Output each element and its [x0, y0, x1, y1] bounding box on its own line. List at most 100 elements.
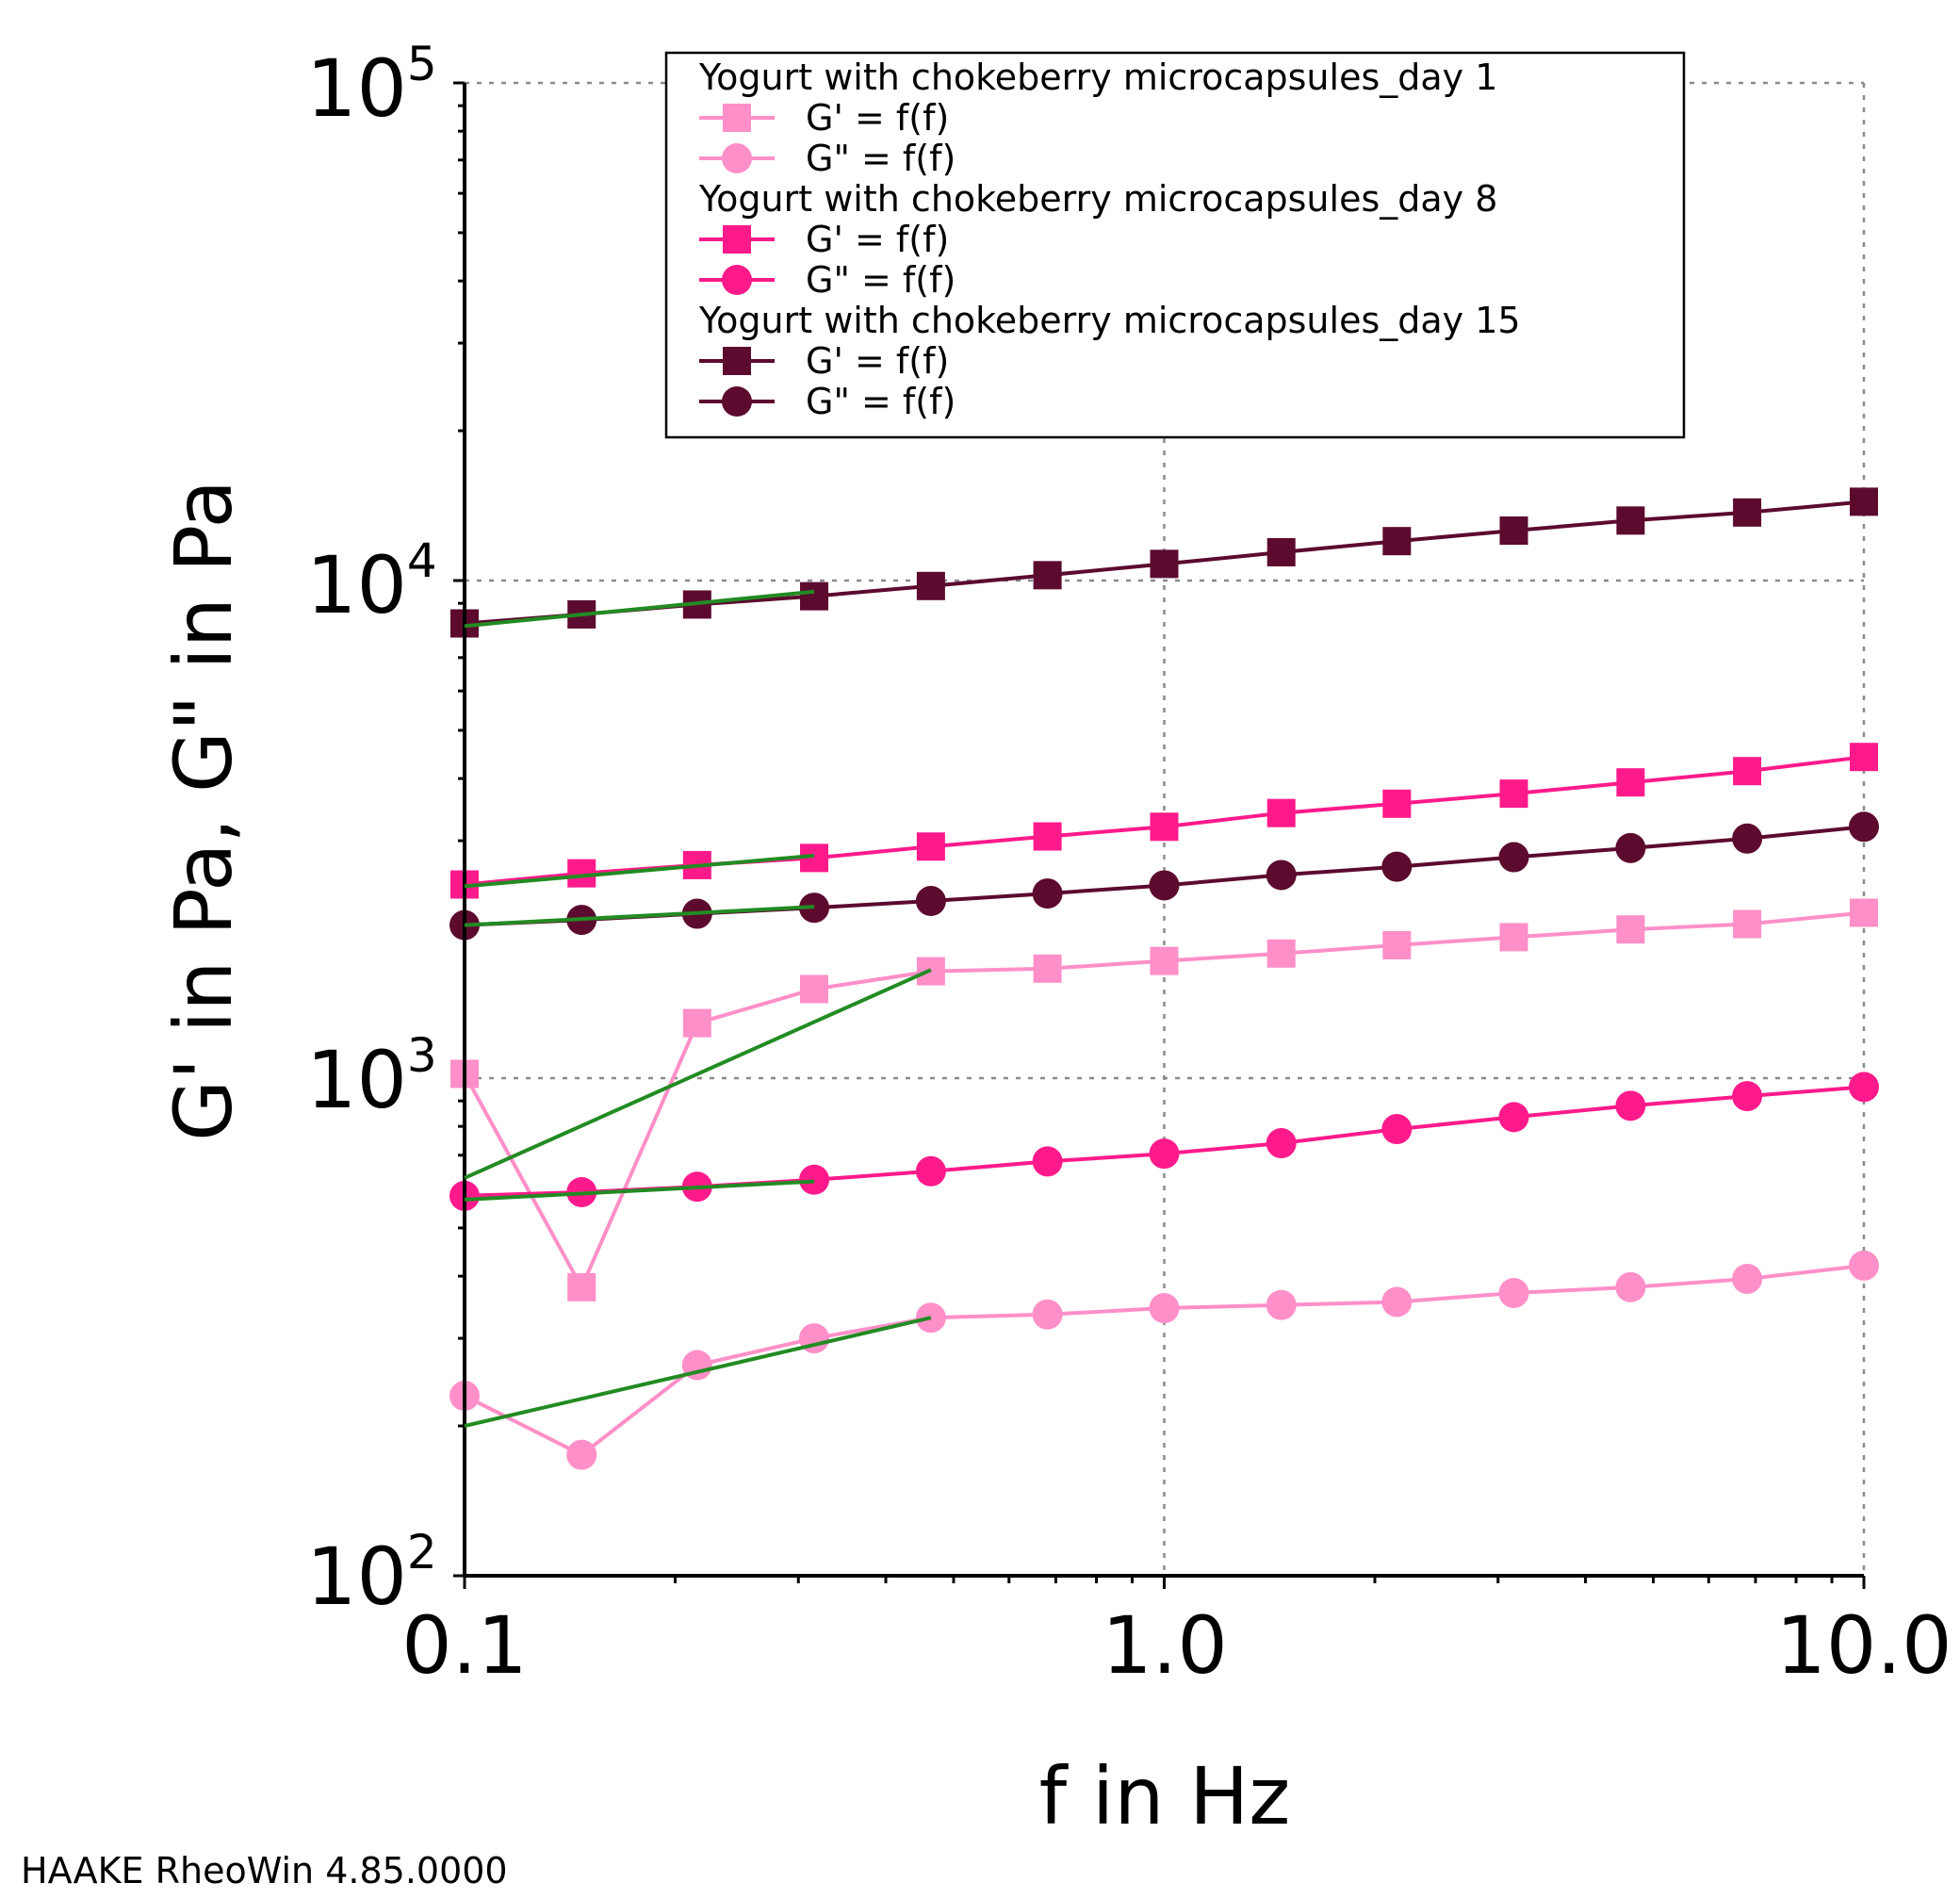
data-point-circle [1615, 832, 1646, 863]
data-point-circle [1732, 1081, 1763, 1112]
data-point-circle [1266, 859, 1297, 891]
legend-square-marker [723, 104, 751, 132]
data-point-square [1616, 915, 1645, 944]
chart-legend: Yogurt with chokeberry microcapsules_day… [664, 51, 1686, 439]
svg-text:104: 104 [306, 533, 437, 631]
data-point-circle [1498, 842, 1529, 873]
data-point-square [1266, 537, 1296, 566]
legend-entry-label: G" = f(f) [806, 138, 956, 179]
legend-square-marker [723, 225, 751, 254]
data-point-circle [1266, 1128, 1297, 1159]
data-point-square [682, 1008, 711, 1038]
data-point-circle [1849, 811, 1879, 843]
legend-circle-marker [722, 386, 752, 417]
data-point-square [1733, 909, 1762, 939]
y-tick-label: 104 [306, 533, 437, 631]
data-point-square [1499, 516, 1528, 546]
x-tick-label: 0.1 [401, 1599, 528, 1692]
data-point-circle [566, 1439, 597, 1470]
data-point-circle [1032, 878, 1063, 909]
y-axis-title: G' in Pa, G" in Pa [157, 480, 250, 1141]
data-point-circle [1266, 1289, 1297, 1320]
data-point-circle [915, 886, 946, 917]
data-point-square [1033, 561, 1062, 590]
fit-line [464, 589, 815, 629]
data-point-circle [1381, 851, 1413, 882]
data-point-square [916, 571, 945, 600]
data-point-square [916, 832, 945, 861]
data-point-circle [1498, 1277, 1529, 1308]
data-point-square [1616, 506, 1645, 535]
data-point-square [1033, 822, 1062, 851]
legend-entry-label: G' = f(f) [806, 97, 949, 139]
x-axis-title: f in Hz [1039, 1750, 1291, 1842]
data-point-square [1266, 798, 1296, 827]
data-point-square [1499, 923, 1528, 952]
data-point-circle [1032, 1146, 1063, 1177]
data-point-circle [1732, 1263, 1763, 1294]
data-point-circle [799, 1164, 830, 1195]
software-version-label: HAAKE RheoWin 4.85.0000 [21, 1850, 508, 1891]
data-point-square [800, 974, 829, 1004]
legend-entry-label: G" = f(f) [806, 381, 956, 422]
series-group [450, 898, 1878, 1301]
legend-box [664, 51, 1686, 439]
data-point-square [1150, 946, 1179, 975]
fit-line [464, 1179, 815, 1202]
fit-line [464, 853, 815, 889]
data-point-square [1150, 812, 1179, 842]
data-point-square [1616, 768, 1645, 797]
data-point-square [1850, 743, 1878, 772]
y-tick-label: 103 [306, 1028, 437, 1126]
data-point-circle [1149, 1293, 1180, 1324]
legend-group-title: Yogurt with chokeberry microcapsules_day… [698, 57, 1497, 98]
data-point-circle [1381, 1114, 1413, 1145]
data-point-circle [1149, 870, 1180, 901]
y-tick-label: 102 [306, 1525, 437, 1623]
legend-entry-label: G" = f(f) [806, 259, 956, 301]
y-tick-label: 105 [306, 37, 437, 135]
data-point-square [1733, 757, 1762, 786]
series-group [450, 487, 1878, 638]
data-point-square [1382, 789, 1412, 818]
data-point-circle [1732, 823, 1763, 854]
legend-entry-label: G' = f(f) [806, 219, 949, 260]
data-point-square [1850, 487, 1878, 516]
legend-square-marker [723, 347, 751, 375]
legend-circle-marker [722, 265, 752, 295]
legend-circle-marker [722, 143, 752, 173]
fit-line [464, 968, 932, 1180]
data-point-square [1033, 954, 1062, 983]
svg-text:102: 102 [306, 1525, 437, 1623]
data-point-square [1266, 939, 1296, 968]
data-point-circle [1849, 1250, 1879, 1281]
data-point-square [1733, 498, 1762, 527]
data-point-square [567, 1272, 596, 1301]
svg-text:103: 103 [306, 1028, 437, 1126]
fit-line [464, 905, 815, 927]
x-tick-label: 1.0 [1102, 1599, 1228, 1692]
legend-group-title: Yogurt with chokeberry microcapsules_day… [698, 300, 1521, 341]
data-point-circle [1615, 1090, 1646, 1121]
data-point-circle [1849, 1072, 1879, 1103]
data-point-square [1850, 898, 1878, 927]
data-point-square [1499, 779, 1528, 809]
data-point-circle [1149, 1138, 1180, 1170]
data-point-circle [915, 1155, 946, 1187]
fit-lines [464, 589, 932, 1429]
svg-text:105: 105 [306, 37, 437, 135]
data-point-square [1382, 527, 1412, 556]
fit-line [464, 1316, 932, 1429]
legend-entry-label: G' = f(f) [806, 340, 949, 382]
plot-axes [463, 83, 1864, 1578]
data-point-square [1150, 549, 1179, 579]
data-point-square [1382, 930, 1412, 959]
data-point-circle [1498, 1102, 1529, 1133]
data-point-circle [1381, 1286, 1413, 1318]
data-point-circle [1615, 1271, 1646, 1302]
x-tick-label: 10.0 [1775, 1599, 1952, 1692]
legend-group-title: Yogurt with chokeberry microcapsules_day… [698, 178, 1497, 220]
data-point-square [800, 581, 829, 611]
data-point-circle [1032, 1299, 1063, 1330]
